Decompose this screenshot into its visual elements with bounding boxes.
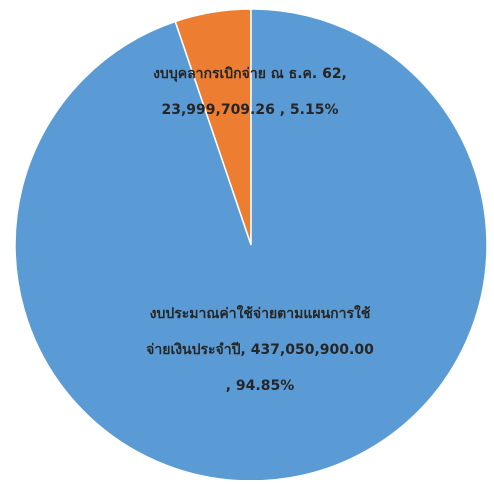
- data-label: จ่ายเงินประจำปี, 437,050,900.00: [146, 342, 374, 358]
- data-label: งบบุคลากรเบิกจ่าย ณ ธ.ค. 62,: [153, 66, 347, 82]
- data-label: งบประมาณค่าใช้จ่ายตามแผนการใช้: [150, 304, 371, 322]
- data-label: 23,999,709.26 , 5.15%: [161, 102, 338, 118]
- pie-slice: [14, 8, 488, 482]
- data-label: , 94.85%: [226, 378, 295, 394]
